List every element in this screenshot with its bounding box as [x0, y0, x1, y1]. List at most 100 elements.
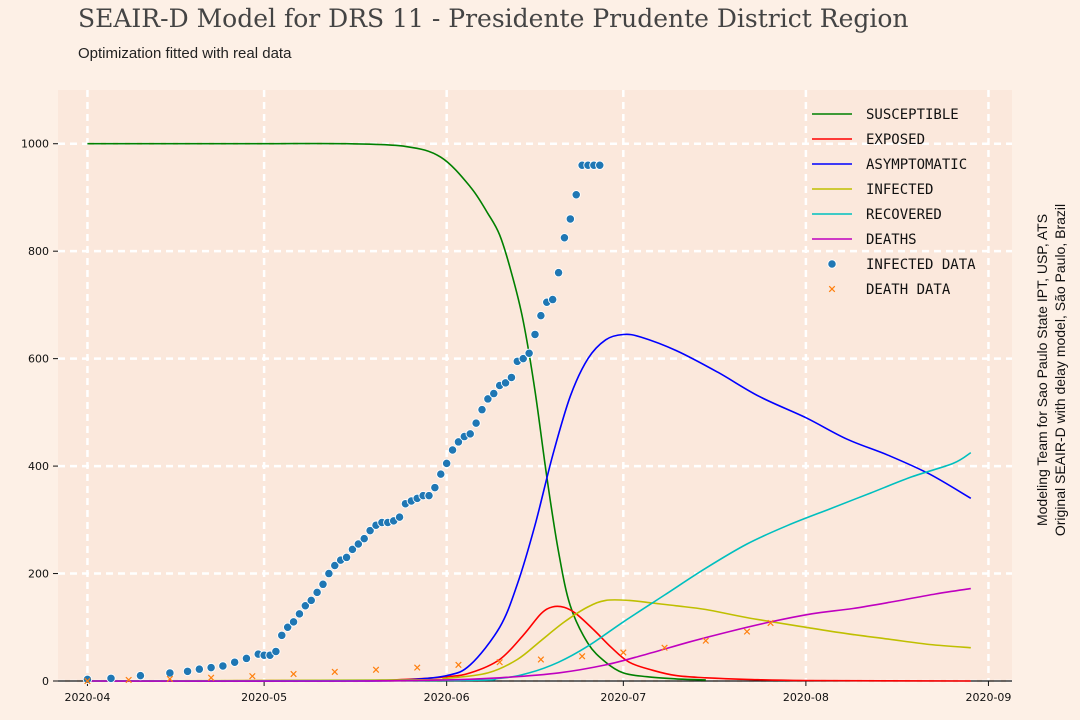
y-tick-label: 1000 — [21, 138, 49, 151]
legend-label-recovered: RECOVERED — [866, 207, 942, 223]
infected-data-point — [182, 666, 193, 676]
plot-area — [58, 90, 1012, 681]
death-data-point — [661, 644, 668, 651]
infected-data-point — [447, 445, 458, 455]
death-data-point — [620, 649, 627, 656]
infected-data-point — [595, 160, 605, 170]
credit-line-1: Modeling Team for Sao Paulo State IPT, U… — [1034, 214, 1050, 526]
infected-data-point — [330, 560, 340, 571]
credit-text: Modeling Team for Sao Paulo State IPT, U… — [1034, 204, 1068, 536]
y-tick-label: 400 — [28, 460, 49, 473]
infected-data-point — [559, 233, 570, 243]
infected-data-point — [312, 587, 322, 597]
y-tick-label: 0 — [42, 675, 49, 688]
seaird-chart: 2020-04 2020-05 2020-06 2020-07 2020-08 2020-… — [21, 90, 1012, 704]
death-data-point — [413, 664, 421, 671]
infected-data-point — [318, 579, 328, 589]
x-tick-label: 2020-09 — [965, 691, 1011, 704]
infected-data-point — [306, 595, 316, 606]
infected-data-point — [506, 372, 517, 383]
infected-data-point — [489, 388, 499, 399]
infected-data-point — [477, 405, 487, 415]
death-data-point — [125, 676, 132, 684]
legend-label-asymptomatic: ASYMPTOMATIC — [866, 157, 967, 173]
infected-data-point — [483, 394, 493, 404]
legend-label-exposed: EXPOSED — [866, 132, 925, 148]
page-subtitle: Optimization fitted with real data — [78, 45, 292, 62]
y-tick-label: 200 — [28, 568, 49, 581]
infected-data-point — [436, 469, 446, 479]
x-tick-label: 2020-06 — [424, 691, 470, 704]
infected-data-point — [106, 673, 116, 683]
y-tick-label: 600 — [28, 353, 49, 366]
infected-data-point — [465, 429, 475, 439]
legend-label-infected: INFECTED — [866, 182, 933, 198]
infected-data-point — [471, 418, 481, 428]
infected-data-point — [271, 646, 281, 657]
infected-data-point — [430, 482, 440, 493]
legend-label-infected-data: INFECTED DATA — [866, 257, 976, 273]
infected-data-point — [442, 458, 452, 469]
infected-data-point — [341, 552, 352, 563]
infected-data-point — [218, 661, 228, 671]
asymptomatic-line — [87, 333, 972, 682]
legend-swatch-death-data — [828, 285, 836, 293]
infected-data-point — [300, 601, 310, 611]
infected-data-point — [324, 568, 334, 579]
legend-swatch-infected-data — [827, 259, 837, 269]
page-title: SEAIR-D Model for DRS 11 - Presidente Pr… — [78, 4, 909, 33]
infected-data-point — [536, 311, 546, 321]
x-tick-label: 2020-08 — [783, 691, 829, 704]
infected-data-point — [365, 525, 375, 536]
infected-data-point — [394, 512, 405, 522]
infected-data-point — [230, 657, 240, 667]
infected-line — [87, 599, 971, 682]
death-data-point — [249, 672, 256, 680]
infected-data-point — [353, 539, 363, 549]
x-tick-label: 2020-04 — [64, 691, 110, 704]
infected-data-point — [524, 348, 534, 358]
death-data-point — [290, 670, 297, 678]
infected-data-point — [194, 664, 204, 674]
death-data-point — [331, 668, 339, 676]
infected-data-point — [277, 630, 287, 640]
legend-label-susceptible: SUSCEPTIBLE — [866, 107, 959, 123]
infected-data-point — [453, 437, 464, 447]
death-data-point — [702, 637, 710, 644]
death-data-point — [743, 628, 751, 635]
death-data-point — [455, 661, 462, 669]
infected-data-point — [165, 668, 175, 678]
infected-data-point — [288, 617, 299, 627]
series-layer — [82, 142, 972, 685]
infected-data-point — [518, 353, 528, 364]
infected-data-point — [553, 268, 564, 278]
infected-data-point — [565, 214, 575, 224]
legend: SUSCEPTIBLE EXPOSED ASYMPTOMATIC INFECTED RE… — [812, 107, 976, 298]
infected-data-point — [82, 674, 93, 685]
legend-label-death-data: DEATH DATA — [866, 282, 951, 298]
x-tick-label: 2020-07 — [600, 691, 646, 704]
infected-data-point — [530, 329, 540, 340]
death-data-point — [496, 658, 503, 666]
legend-label-deaths: DEATHS — [866, 232, 917, 248]
infected-data-point — [359, 533, 369, 544]
infected-data-point — [500, 378, 511, 388]
death-data-point — [578, 653, 586, 660]
x-tick-label: 2020-05 — [241, 691, 287, 704]
infected-data-point — [347, 544, 358, 555]
y-tick-label: 800 — [28, 245, 49, 258]
death-data-point — [166, 675, 174, 683]
infected-data-point — [571, 190, 581, 200]
infected-data-point — [294, 609, 305, 619]
infected-data-point — [548, 294, 558, 305]
recovered-line — [87, 452, 972, 682]
death-data-point — [372, 666, 380, 673]
susceptible-line — [87, 142, 706, 681]
death-data-point — [767, 619, 774, 627]
infected-data-point — [206, 662, 216, 673]
death-data-point — [537, 656, 545, 663]
infected-data-point — [283, 622, 293, 632]
infected-data-point — [135, 670, 146, 681]
credit-line-2: Original SEAIR-D with delay model, São P… — [1052, 204, 1068, 536]
infected-data-point — [241, 653, 252, 664]
